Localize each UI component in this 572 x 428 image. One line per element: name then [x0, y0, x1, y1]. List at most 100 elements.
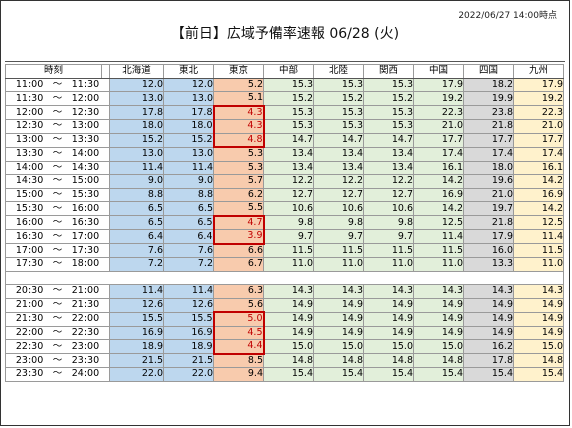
reserve-value-chubu: 9.7	[263, 229, 314, 244]
reserve-value-tokyo: 6.3	[213, 284, 264, 299]
time-slot: 23:30 ～ 24:00	[5, 367, 110, 382]
reserve-value-tohoku: 9.0	[163, 174, 214, 189]
table-row: 13:00 ～ 13:30 15.2 15.2 4.8 14.7 14.7 14.7 17.7…	[5, 132, 564, 148]
time-slot: 13:30 ～ 14:00	[5, 146, 110, 162]
reserve-value-kyushu: 11.5	[513, 243, 564, 258]
reserve-value-hokkaido: 11.4	[109, 160, 164, 175]
reserve-value-hokkaido: 6.4	[109, 229, 164, 244]
reserve-value-hokuriku: 11.0	[313, 257, 364, 272]
reserve-value-chugoku: 22.3	[413, 105, 464, 120]
region-header-tohoku: 東北	[163, 64, 214, 79]
reserve-value-hokkaido: 16.9	[109, 325, 164, 340]
time-slot: 20:30 ～ 21:00	[5, 284, 110, 299]
time-slot: 22:00 ～ 22:30	[5, 325, 110, 340]
table-body-evening: 20:30 ～ 21:00 11.4 11.4 6.3 14.3 14.3 14.3 14.3…	[5, 284, 564, 382]
reserve-value-tokyo: 5.1	[213, 91, 264, 106]
reserve-value-shikoku: 17.8	[463, 353, 514, 368]
reserve-value-shikoku: 17.7	[463, 132, 514, 148]
reserve-value-tokyo: 5.0	[212, 311, 265, 327]
reserve-value-shikoku: 19.6	[463, 174, 514, 189]
time-slot: 15:30 ～ 16:00	[5, 201, 110, 216]
reserve-value-kansai: 15.3	[363, 105, 414, 120]
time-slot: 23:00 ～ 23:30	[5, 353, 110, 368]
reserve-value-hokkaido: 9.0	[109, 174, 164, 189]
reserve-value-chugoku: 16.9	[413, 187, 464, 202]
reserve-value-shikoku: 16.0	[463, 243, 514, 258]
region-header-chubu: 中部	[263, 64, 314, 79]
reserve-value-chugoku: 14.9	[413, 297, 464, 313]
reserve-value-hokuriku: 15.0	[313, 339, 364, 354]
reserve-value-kyushu: 14.3	[513, 284, 564, 299]
reserve-value-chubu: 15.0	[263, 339, 314, 354]
reserve-value-chubu: 9.8	[263, 215, 314, 230]
reserve-value-shikoku: 23.8	[463, 105, 514, 120]
time-slot: 14:00 ～ 14:30	[5, 160, 110, 175]
reserve-value-hokuriku: 14.9	[313, 297, 364, 313]
reserve-value-chubu: 14.9	[263, 311, 314, 327]
reserve-value-tokyo: 5.2	[213, 77, 264, 92]
reserve-value-tohoku: 7.2	[163, 257, 214, 272]
reserve-value-hokkaido: 12.0	[109, 77, 164, 92]
reserve-margin-table: 時刻 北海道 東北 東京 中部 北陸 関西 中国 四国 九州 11:00 ～ 1…	[5, 64, 564, 382]
reserve-value-kansai: 14.9	[363, 311, 414, 327]
region-header-chugoku: 中国	[413, 64, 464, 79]
reserve-value-hokuriku: 15.3	[313, 119, 364, 134]
reserve-value-tokyo: 4.4	[212, 339, 265, 355]
gap-row	[5, 270, 564, 285]
table-row: 12:30 ～ 13:00 18.0 18.0 4.3 15.3 15.3 15.3 21.0…	[5, 119, 564, 134]
table-row: 14:30 ～ 15:00 9.0 9.0 5.7 12.2 12.2 12.2 14.2 19…	[5, 174, 564, 189]
reserve-value-chugoku: 15.0	[413, 339, 464, 354]
reserve-value-tohoku: 12.6	[163, 297, 214, 313]
time-slot: 12:30 ～ 13:00	[5, 119, 110, 134]
reserve-value-hokkaido: 18.9	[109, 339, 164, 354]
reserve-value-kyushu: 19.2	[513, 91, 564, 106]
time-slot: 17:30 ～ 18:00	[5, 257, 110, 272]
table-row: 22:00 ～ 22:30 16.9 16.9 4.5 14.9 14.9 14.9 14.9…	[5, 325, 564, 340]
reserve-value-tohoku: 13.0	[163, 146, 214, 162]
time-slot: 13:00 ～ 13:30	[5, 132, 110, 148]
reserve-value-kyushu: 17.4	[513, 146, 564, 162]
time-slot: 21:30 ～ 22:00	[5, 311, 110, 327]
reserve-value-chugoku: 14.9	[413, 325, 464, 340]
time-slot: 12:00 ～ 12:30	[5, 105, 110, 120]
table-header-row: 時刻 北海道 東北 東京 中部 北陸 関西 中国 四国 九州	[5, 64, 564, 79]
region-header-kyushu: 九州	[513, 64, 564, 79]
reserve-value-kansai: 12.7	[363, 187, 414, 202]
reserve-value-tokyo: 4.3	[212, 104, 265, 120]
time-slot: 14:30 ～ 15:00	[5, 174, 110, 189]
reserve-value-tokyo: 4.5	[212, 325, 265, 340]
reserve-value-tokyo: 8.5	[213, 353, 264, 368]
reserve-value-chugoku: 17.4	[413, 146, 464, 162]
reserve-value-kyushu: 16.1	[513, 160, 564, 175]
reserve-value-kansai: 15.3	[363, 119, 414, 134]
table-body-midday: 11:00 ～ 11:30 12.0 12.0 5.2 15.3 15.3 15.3 17.9…	[5, 77, 564, 272]
table-row: 16:30 ～ 17:00 6.4 6.4 3.9 9.7 9.7 9.7 11.4 17.9 1…	[5, 229, 564, 245]
table-row: 21:00 ～ 21:30 12.6 12.6 5.6 14.9 14.9 14.9 14.9…	[5, 297, 564, 313]
reserve-value-kansai: 11.5	[363, 243, 414, 258]
reserve-value-tohoku: 12.0	[163, 77, 214, 92]
title-divider	[5, 61, 565, 62]
reserve-value-shikoku: 14.9	[463, 297, 514, 313]
reserve-value-chubu: 15.4	[263, 367, 314, 382]
reserve-value-hokuriku: 15.4	[313, 367, 364, 382]
table-row: 13:30 ～ 14:00 13.0 13.0 5.3 13.4 13.4 13.4 17.4…	[5, 146, 564, 162]
reserve-value-tokyo: 3.9	[212, 229, 265, 245]
reserve-value-hokuriku: 15.2	[313, 91, 364, 106]
reserve-value-chugoku: 21.0	[413, 119, 464, 134]
reserve-value-kansai: 15.3	[363, 77, 414, 92]
table-row: 20:30 ～ 21:00 11.4 11.4 6.3 14.3 14.3 14.3 14.3…	[5, 284, 564, 299]
table-row: 22:30 ～ 23:00 18.9 18.9 4.4 15.0 15.0 15.0 15.0…	[5, 339, 564, 355]
reserve-value-hokuriku: 15.3	[313, 105, 364, 120]
reserve-value-kansai: 14.7	[363, 132, 414, 148]
reserve-value-chubu: 14.8	[263, 353, 314, 368]
reserve-value-chubu: 12.7	[263, 187, 314, 202]
table-row: 16:00 ～ 16:30 6.5 6.5 4.7 9.8 9.8 9.8 12.5 21.8 1…	[5, 214, 564, 230]
time-slot: 11:30 ～ 12:00	[5, 91, 110, 106]
reserve-value-kyushu: 11.0	[513, 257, 564, 272]
reserve-value-hokkaido: 6.5	[109, 215, 164, 230]
reserve-value-hokuriku: 12.7	[313, 187, 364, 202]
reserve-value-tohoku: 11.4	[163, 284, 214, 299]
reserve-value-kansai: 14.8	[363, 353, 414, 368]
time-slot: 17:00 ～ 17:30	[5, 243, 110, 258]
